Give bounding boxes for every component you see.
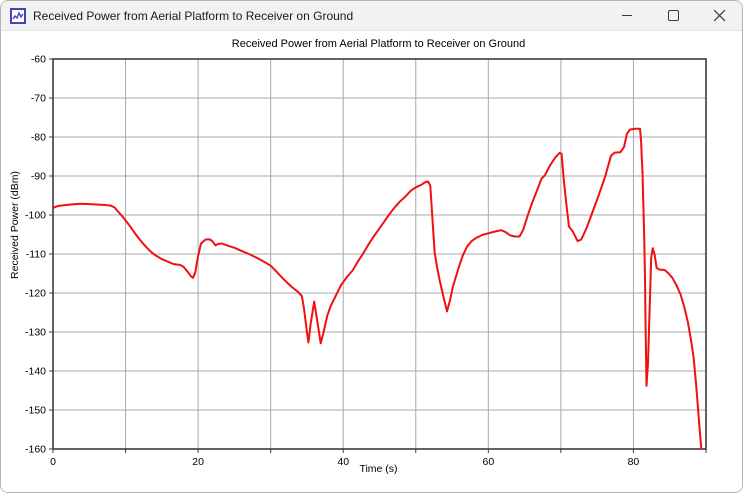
- x-tick-label: 40: [337, 456, 349, 468]
- chart-title: Received Power from Aerial Platform to R…: [231, 38, 526, 50]
- x-axis-label: Time (s): [359, 463, 398, 475]
- y-tick-label: -140: [25, 366, 46, 378]
- window-controls: [604, 1, 742, 30]
- minimize-button[interactable]: [604, 1, 650, 30]
- y-tick-label: -100: [25, 210, 46, 222]
- close-icon: [713, 9, 725, 22]
- y-tick-label: -150: [25, 405, 46, 417]
- y-tick-label: -80: [31, 132, 46, 144]
- x-tick-label: 20: [192, 456, 204, 468]
- y-tick-label: -60: [31, 54, 46, 66]
- x-tick-label: 80: [628, 456, 640, 468]
- titlebar[interactable]: Received Power from Aerial Platform to R…: [1, 1, 742, 31]
- line-chart: 0 20 40 60 80 -60 -70 -80 -90 -100 -110 -120 -130 -14…: [25, 54, 707, 468]
- y-tick-label: -110: [26, 249, 46, 261]
- chart-app-icon: [10, 7, 26, 24]
- x-tick-label: 0: [50, 456, 56, 468]
- y-tick-label: -70: [31, 93, 46, 105]
- close-button[interactable]: [696, 1, 742, 30]
- maximize-button[interactable]: [650, 1, 696, 30]
- maximize-icon: [667, 10, 679, 21]
- y-tick-label: -130: [25, 327, 46, 339]
- minimize-icon: [622, 15, 632, 16]
- data-line: [52, 127, 703, 450]
- y-tick-label: -90: [31, 171, 46, 183]
- y-axis-label: Received Power (dBm): [9, 171, 21, 279]
- x-tick-label: 60: [482, 456, 494, 468]
- y-tick-label: -160: [25, 444, 46, 456]
- chart-area: Received Power from Aerial Platform to R…: [1, 31, 742, 492]
- window-title: Received Power from Aerial Platform to R…: [33, 8, 354, 23]
- y-tick-label: -120: [25, 288, 46, 300]
